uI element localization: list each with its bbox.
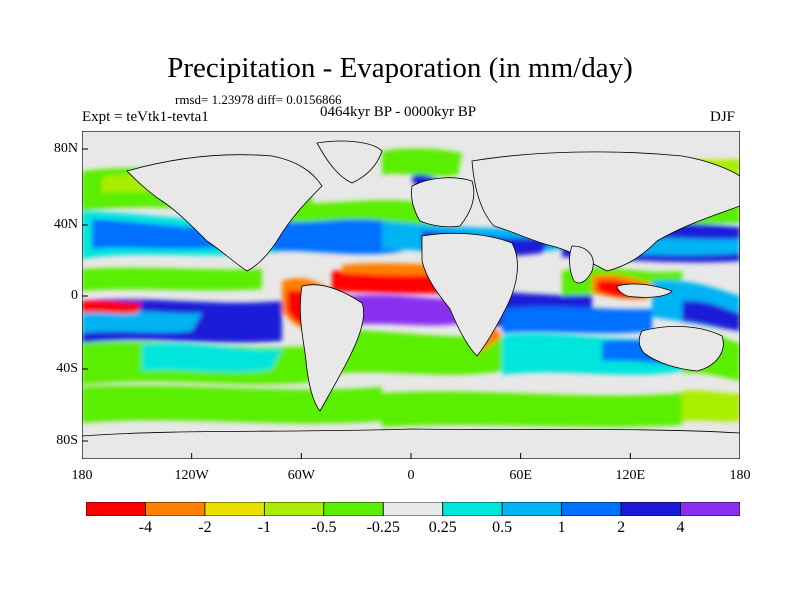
- lat-tick-label: 0: [71, 288, 78, 303]
- lat-tick-label: 40S: [56, 361, 78, 376]
- map-panel: [82, 131, 740, 459]
- experiment-label: Expt = teVtk1-tevta1: [82, 109, 209, 125]
- precip-evap-map: [82, 131, 740, 459]
- colorbar-swatch: [442, 502, 503, 516]
- colorbar-label: 0.25: [428, 519, 457, 536]
- colorbar-label: -4: [138, 519, 153, 536]
- colorbar-label: -2: [198, 519, 212, 536]
- colorbar-label: -0.5: [311, 519, 337, 536]
- colorbar-swatch: [620, 502, 681, 516]
- season-label: DJF: [710, 109, 736, 125]
- colorbar-label: 2: [617, 519, 626, 536]
- map-ticks: [82, 148, 740, 459]
- colorbar-label: -0.25: [366, 519, 400, 536]
- page-title: Precipitation - Evaporation (in mm/day): [167, 52, 633, 84]
- lon-tick-label: 120W: [174, 468, 209, 483]
- colorbar-swatch: [86, 502, 146, 516]
- colorbar-label: 4: [676, 519, 685, 536]
- colorbar-swatch: [680, 502, 740, 516]
- colorbar-swatch: [323, 502, 384, 516]
- colorbar-swatch: [561, 502, 622, 516]
- lon-tick-label: 180: [729, 468, 751, 483]
- lon-tick-label: 120E: [615, 468, 646, 483]
- lat-tick-label: 80N: [53, 141, 78, 156]
- lat-tick-label: 40N: [53, 217, 78, 232]
- lon-tick-label: 0: [407, 468, 415, 483]
- colorbar-swatch: [501, 502, 563, 516]
- lon-tick-label: 180: [71, 468, 93, 483]
- colorbar-swatch: [145, 502, 206, 516]
- stats-label: rmsd= 1.23978 diff= 0.0156866: [175, 92, 342, 107]
- colorbar-swatch: [204, 502, 265, 516]
- colorbar-swatch: [263, 502, 325, 516]
- lon-tick-label: 60W: [287, 468, 315, 483]
- colorbar-swatch: [382, 502, 444, 516]
- colorbar-label: 0.5: [492, 519, 513, 536]
- lat-tick-label: 80S: [56, 433, 78, 448]
- colorbar: [86, 502, 740, 516]
- lon-tick-label: 60E: [509, 468, 532, 483]
- coastlines: [82, 140, 740, 459]
- colorbar-label: -1: [257, 519, 272, 536]
- colorbar-label: 1: [557, 519, 566, 536]
- period-label: 0464kyr BP - 0000kyr BP: [320, 104, 477, 120]
